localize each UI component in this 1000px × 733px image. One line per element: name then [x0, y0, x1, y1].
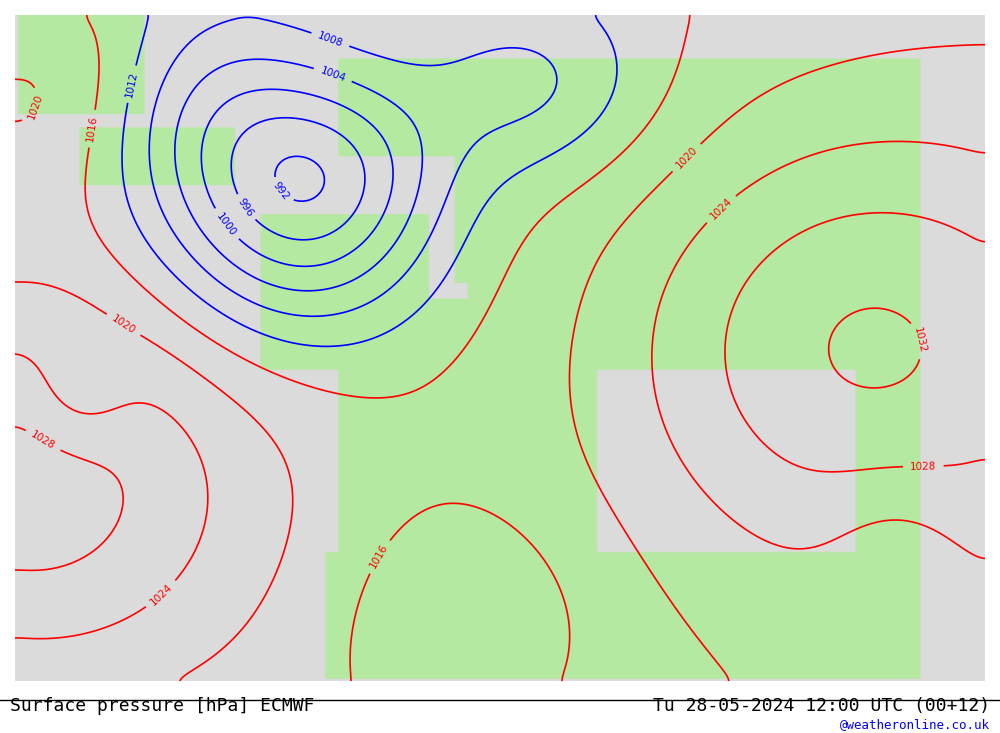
- Text: 1008: 1008: [316, 30, 344, 49]
- Text: 1024: 1024: [708, 196, 734, 221]
- Text: 1020: 1020: [674, 145, 699, 171]
- Text: 1020: 1020: [110, 314, 137, 336]
- Text: 1016: 1016: [85, 115, 99, 142]
- Text: 1016: 1016: [368, 542, 390, 570]
- Text: 1028: 1028: [910, 461, 937, 471]
- Text: @weatheronline.co.uk: @weatheronline.co.uk: [840, 718, 990, 731]
- Text: 992: 992: [271, 180, 291, 202]
- Text: Tu 28-05-2024 12:00 UTC (00+12): Tu 28-05-2024 12:00 UTC (00+12): [653, 696, 990, 715]
- Text: 1000: 1000: [214, 211, 238, 238]
- Text: Surface pressure [hPa] ECMWF: Surface pressure [hPa] ECMWF: [10, 696, 314, 715]
- Text: 1004: 1004: [319, 65, 347, 84]
- Text: 1032: 1032: [912, 326, 928, 354]
- Text: 996: 996: [236, 196, 255, 218]
- Text: 1024: 1024: [149, 582, 175, 607]
- Text: 1012: 1012: [124, 70, 139, 98]
- Text: 1028: 1028: [29, 430, 57, 452]
- Text: 1020: 1020: [26, 92, 44, 120]
